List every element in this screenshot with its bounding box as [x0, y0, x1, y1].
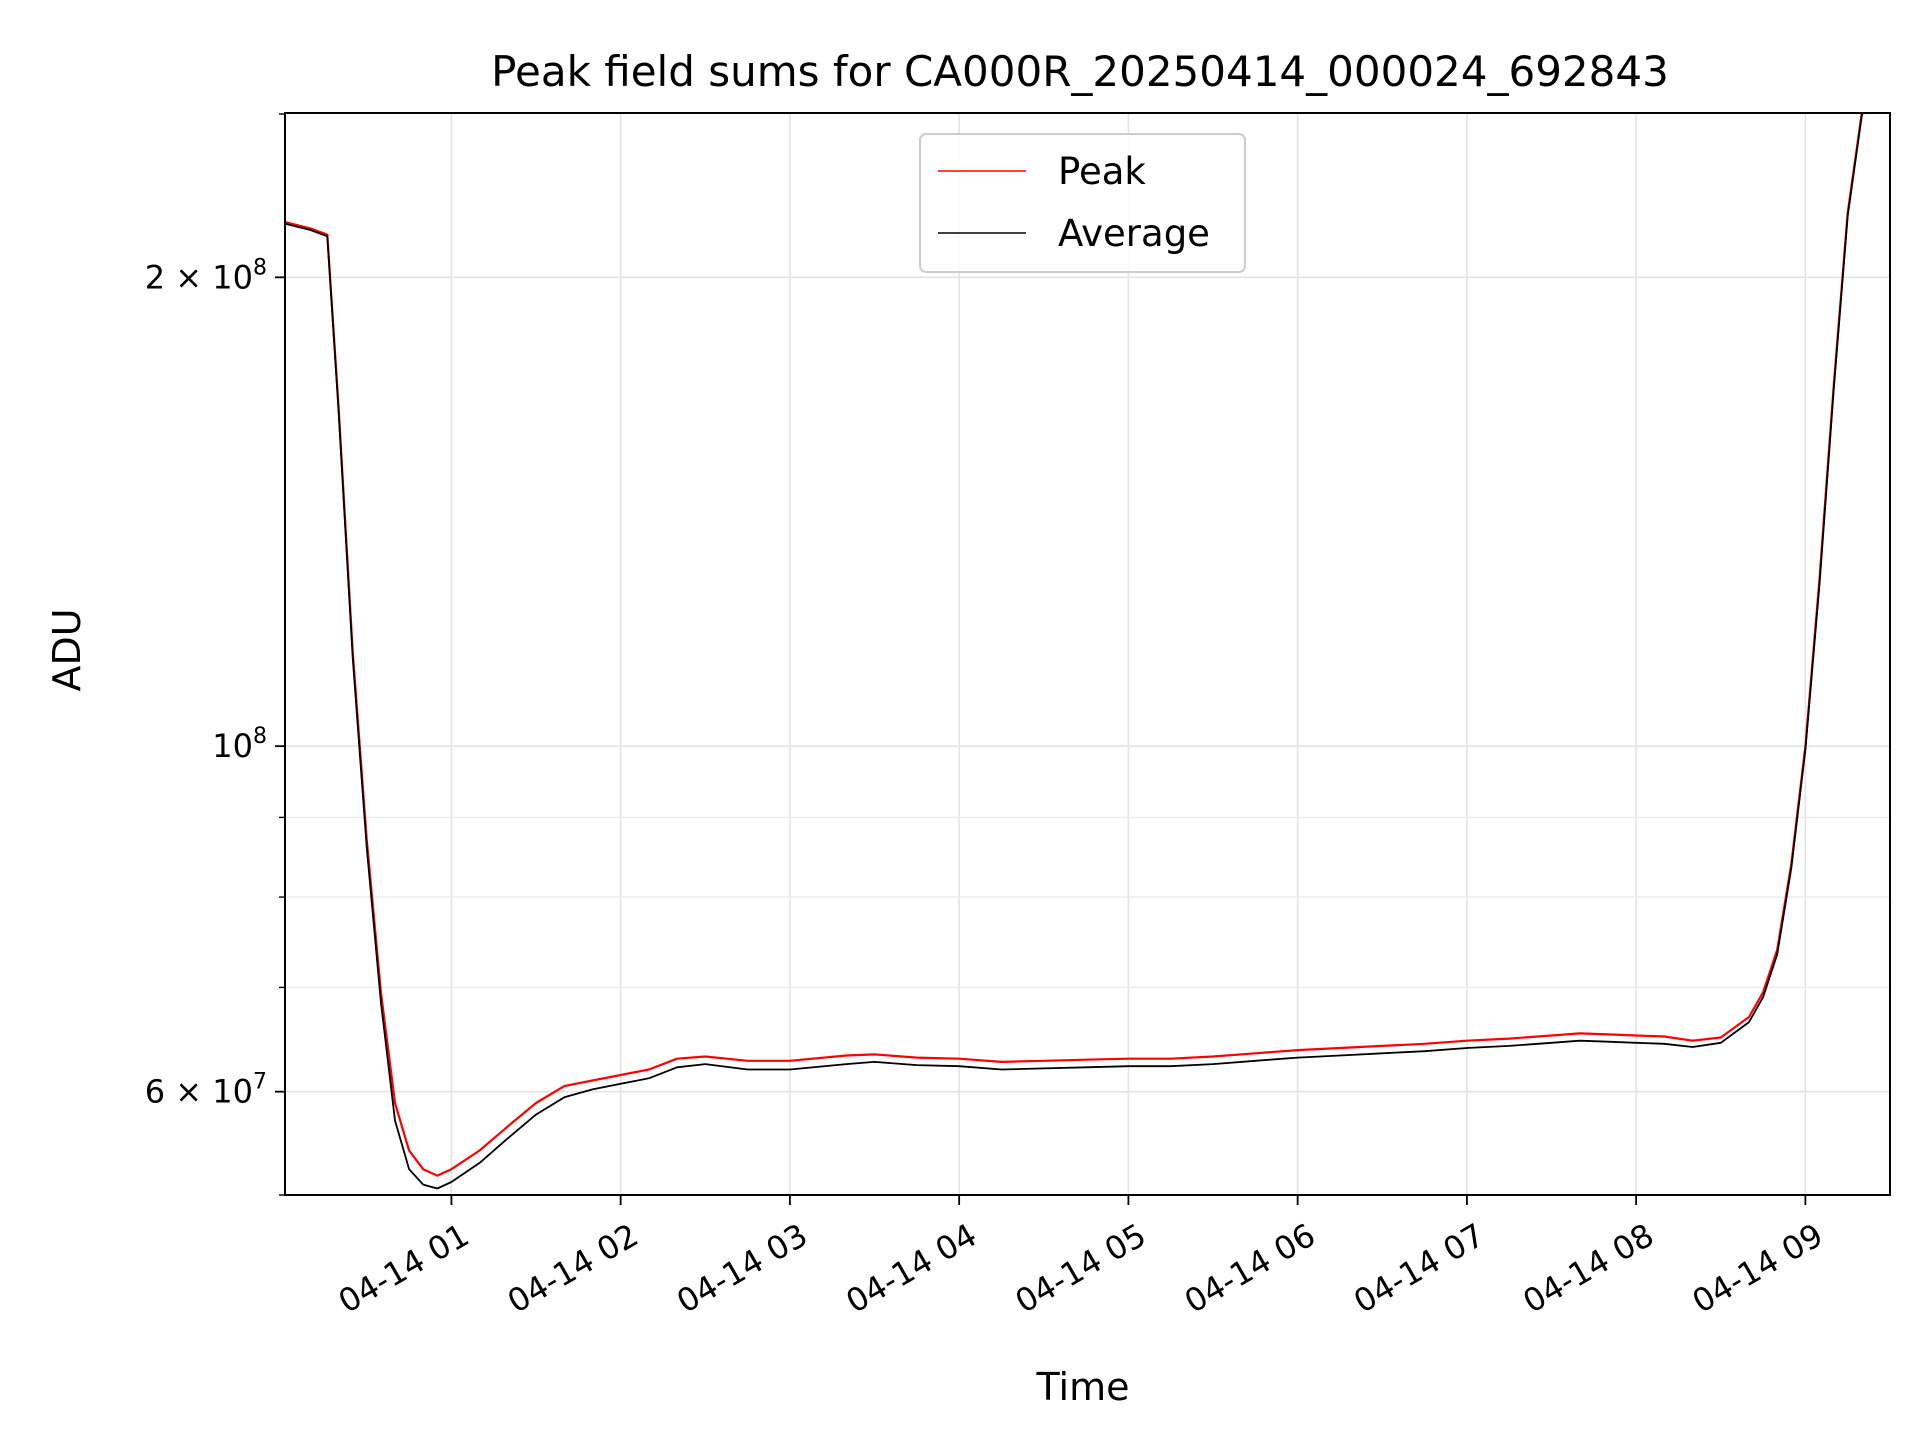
- legend-box: [919, 133, 1246, 273]
- y-tick-label: 2 × 108: [145, 255, 267, 296]
- y-tick-label: 6 × 107: [145, 1070, 267, 1111]
- series-layer: [285, 113, 1864, 1190]
- series-line-peak: [285, 113, 1863, 1177]
- chart-title: Peak field sums for CA000R_20250414_0000…: [491, 47, 1669, 96]
- legend: Peak Average: [919, 133, 1246, 273]
- y-tick-label: 108: [212, 724, 267, 765]
- x-axis-label: Time: [1036, 1365, 1130, 1409]
- plot-frame: [284, 112, 1891, 1196]
- y-axis-label: ADU: [45, 608, 89, 691]
- legend-label-peak: Peak: [1058, 150, 1146, 193]
- legend-label-average: Average: [1058, 212, 1210, 255]
- grid: [285, 113, 1890, 1195]
- series-line-average: [285, 113, 1864, 1190]
